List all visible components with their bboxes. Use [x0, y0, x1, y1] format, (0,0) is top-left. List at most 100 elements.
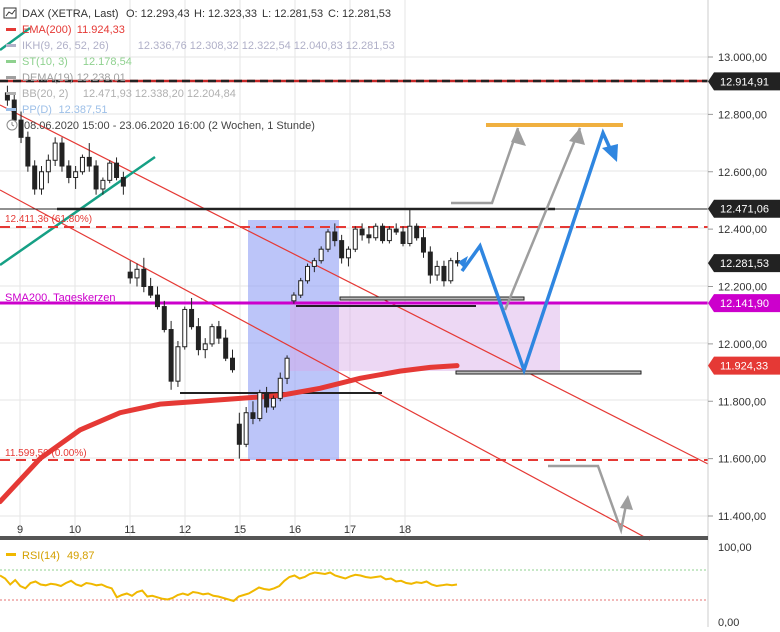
candle-body — [161, 306, 167, 331]
candle-body — [223, 337, 229, 359]
candle-body — [39, 171, 45, 190]
ema200-polyline — [0, 363, 460, 505]
teal-trend-line — [0, 155, 156, 267]
candles — [4, 85, 461, 459]
legend-swatch — [6, 92, 16, 95]
fib-61-label: 12.411,36 (61.80%) — [5, 214, 92, 225]
candle-body — [134, 268, 140, 279]
candle-body — [305, 265, 311, 282]
x-tick-label: 16 — [289, 524, 301, 536]
candle-body — [441, 265, 447, 282]
price-tag-bg — [708, 356, 780, 375]
rsi-value: 49,87 — [67, 550, 95, 562]
candle-body — [311, 260, 317, 267]
candle-body — [154, 294, 160, 308]
price-tag-label: 12.281,53 — [720, 258, 769, 270]
candle-body — [393, 228, 399, 233]
channel-line-lower — [0, 189, 651, 541]
rsi-label: RSI(14) — [22, 550, 60, 562]
blue-arrowhead — [602, 144, 618, 162]
candle-body — [448, 260, 454, 282]
gray-path-1 — [451, 127, 520, 205]
candle-body — [400, 231, 406, 244]
candle-body — [202, 343, 208, 351]
rsi-panel: RSI(14) 49,87 100,00 0,00 — [0, 540, 752, 629]
y-tick-label: 12.000,00 — [718, 339, 767, 351]
candle-body — [100, 179, 106, 190]
candle-body — [52, 142, 58, 161]
candle-body — [216, 326, 222, 339]
legend-name: ST(10, 3) — [22, 56, 68, 68]
legend-swatch — [6, 60, 16, 63]
candle-body — [168, 329, 174, 382]
candle-body — [209, 326, 215, 345]
legend-name: DEMA(19) — [22, 72, 73, 84]
y-tick-label: 12.400,00 — [718, 224, 767, 236]
candle-body — [434, 265, 440, 276]
sma200-label: SMA200, Tageskerzen — [5, 292, 115, 304]
gray-path-3 — [548, 464, 629, 535]
candle-body — [59, 142, 65, 167]
legend-name: EMA(200) — [22, 24, 72, 36]
candle-body — [264, 392, 270, 408]
candle-body — [291, 294, 297, 302]
candle-body — [120, 176, 126, 187]
x-tick-label: 11 — [124, 524, 135, 536]
candle-body — [32, 165, 38, 190]
candle-body — [79, 156, 85, 173]
rsi-line — [0, 571, 458, 603]
candle-body — [148, 286, 154, 296]
legend-value: 12.336,76 12.308,32 12.322,54 12.040,83 … — [138, 40, 395, 52]
y-tick-label: 12.200,00 — [718, 282, 767, 294]
candle-body — [230, 357, 235, 371]
blue-zone — [248, 220, 339, 460]
x-tick-label: 17 — [344, 524, 356, 536]
candle-body — [414, 225, 420, 239]
candle-body — [373, 225, 379, 239]
price-tag-bg — [708, 294, 780, 313]
candle-body — [182, 308, 188, 348]
candle-body — [250, 412, 256, 419]
blue-arrowhead-start — [458, 256, 468, 268]
candle-body — [25, 136, 31, 167]
legend-swatch — [6, 44, 16, 47]
gray-path-2 — [503, 127, 582, 311]
candle-body — [243, 412, 249, 445]
candle-body — [359, 228, 365, 236]
legend-name: PP(D) — [22, 104, 52, 116]
legend-value: 11.924,33 — [77, 24, 125, 36]
legend-value: 12.387,51 — [59, 104, 108, 116]
x-axis-ticks: 9 10 11 12 15 16 17 18 — [17, 524, 411, 536]
header-high: H: 12.323,33 — [194, 8, 257, 20]
y-tick-label: 11.400,00 — [718, 511, 766, 523]
x-tick-label: 10 — [69, 524, 81, 536]
candle-body — [141, 268, 147, 288]
x-axis-separator — [0, 536, 708, 540]
legend-value: 12.178,54 — [83, 56, 132, 68]
price-tag-label: 11.924,33 — [720, 361, 768, 373]
candle-body — [345, 248, 351, 259]
candle-body — [420, 237, 426, 253]
y-tick-label: 12.800,00 — [718, 109, 767, 121]
candle-body — [236, 423, 242, 445]
x-tick-label: 9 — [17, 524, 23, 536]
y-tick-label: 13.000,00 — [718, 52, 767, 64]
x-tick-label: 12 — [179, 524, 191, 536]
candle-body — [339, 240, 345, 259]
price-tag-bg — [708, 72, 780, 91]
candle-body — [18, 119, 24, 138]
y-tick-label: 12.600,00 — [718, 167, 767, 179]
header-close: C: 12.281,53 — [328, 8, 391, 20]
candle-body — [257, 392, 263, 419]
candle-body — [332, 231, 338, 242]
candle-body — [318, 248, 324, 262]
y-tick-label: 11.800,00 — [718, 396, 766, 408]
candle-body — [325, 231, 331, 250]
teal-trend-line-top — [0, 26, 31, 52]
price-tag-label: 12.141,90 — [720, 298, 769, 310]
candle-body — [380, 225, 386, 242]
candle-body — [189, 308, 195, 328]
price-tag-bg — [708, 199, 780, 218]
